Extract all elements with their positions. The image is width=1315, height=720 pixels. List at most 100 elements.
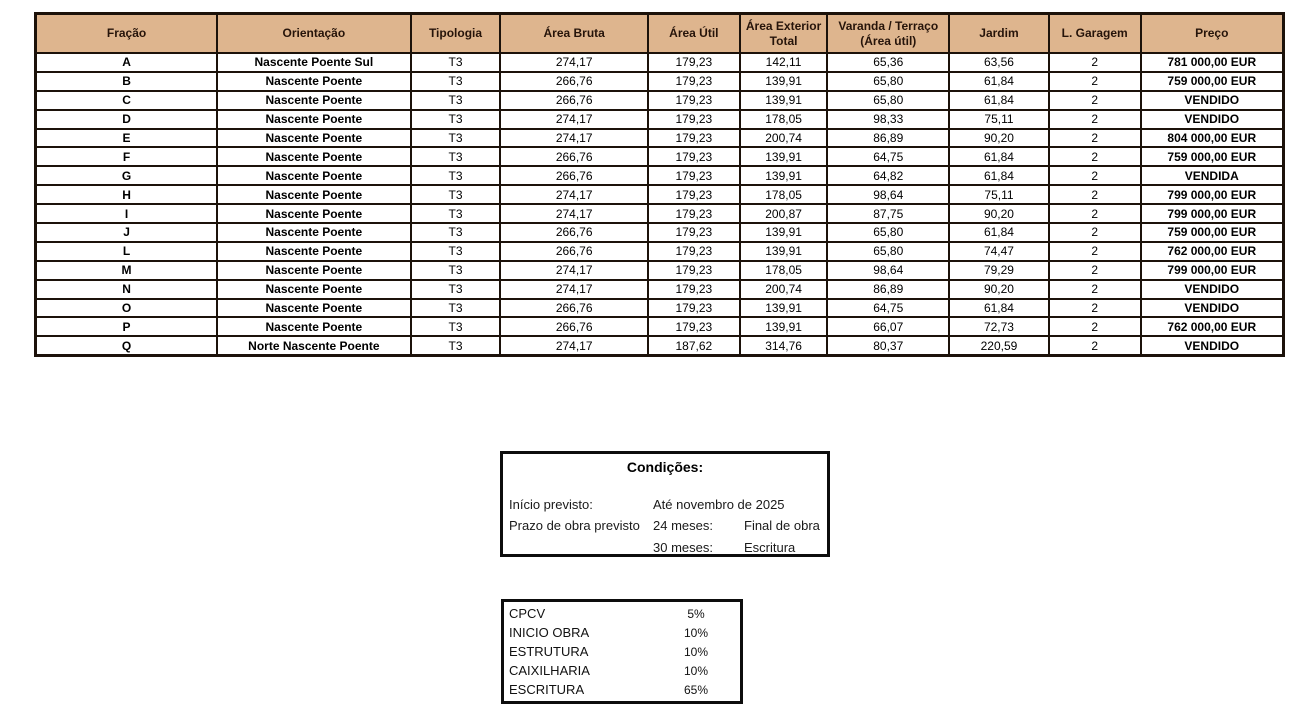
payment-value: 10% [683, 663, 709, 678]
cell-l-garagem: 2 [1047, 89, 1142, 111]
table-header-row: Fração Orientação Tipologia Área Bruta Á… [34, 12, 1285, 54]
cell-tipologia: T3 [409, 203, 502, 225]
cell-fracao: Q [34, 335, 219, 357]
cell-area-bruta: 274,17 [499, 52, 649, 73]
cell-tipologia: T3 [409, 52, 502, 73]
cell-tipologia: T3 [409, 222, 502, 243]
cell-preco: 759 000,00 EUR [1139, 70, 1285, 92]
cell-area-bruta: 274,17 [499, 184, 649, 206]
cell-l-garagem: 2 [1047, 127, 1142, 149]
table-row: Q Norte Nascente Poente T3 274,17 187,62 314,… [34, 335, 1285, 357]
cell-tipologia: T3 [409, 165, 502, 187]
conditions-box: Condições: Início previsto: Até novembro … [500, 451, 830, 557]
cell-area-bruta: 266,76 [499, 240, 649, 262]
cell-orientacao: Nascente Poente [216, 259, 412, 281]
payment-label: ESTRUTURA [509, 644, 589, 659]
cell-preco: VENDIDO [1139, 89, 1285, 111]
cell-area-util: 179,23 [646, 316, 741, 338]
cell-preco: 762 000,00 EUR [1139, 240, 1285, 262]
table-row: M Nascente Poente T3 274,17 179,23 178,05 98,6… [34, 259, 1285, 281]
cell-area-util: 179,23 [646, 222, 741, 243]
cell-l-garagem: 2 [1047, 278, 1142, 300]
cell-orientacao: Norte Nascente Poente [216, 335, 412, 357]
cell-tipologia: T3 [409, 70, 502, 92]
cell-fracao: J [34, 222, 219, 243]
cell-preco: 762 000,00 EUR [1139, 316, 1285, 338]
cell-tipologia: T3 [409, 108, 502, 130]
payment-row: ESCRITURA 65% [504, 682, 740, 697]
table-row: N Nascente Poente T3 274,17 179,23 200,74 86,8… [34, 278, 1285, 300]
cell-preco: 799 000,00 EUR [1139, 259, 1285, 281]
table-row: L Nascente Poente T3 266,76 179,23 139,91 65,8… [34, 240, 1285, 262]
payment-value: 10% [683, 625, 709, 640]
table-row: A Nascente Poente Sul T3 274,17 179,23 142,11… [34, 52, 1285, 73]
cell-area-exterior-total: 139,91 [738, 316, 829, 338]
cell-orientacao: Nascente Poente [216, 146, 412, 168]
cell-fracao: M [34, 259, 219, 281]
cell-jardim: 61,84 [948, 297, 1050, 319]
cell-varanda-terraco: 65,80 [826, 89, 951, 111]
cell-area-util: 179,23 [646, 146, 741, 168]
cell-jardim: 90,20 [948, 203, 1050, 225]
payment-row: CAIXILHARIA 10% [504, 663, 740, 678]
cell-orientacao: Nascente Poente [216, 127, 412, 149]
cell-area-bruta: 274,17 [499, 259, 649, 281]
cell-jardim: 75,11 [948, 108, 1050, 130]
cell-l-garagem: 2 [1047, 165, 1142, 187]
cell-area-util: 179,23 [646, 259, 741, 281]
payment-schedule-box: CPCV 5% INICIO OBRA 10% ESTRUTURA 10% CAIXILHA… [501, 599, 743, 704]
cell-jardim: 72,73 [948, 316, 1050, 338]
cell-l-garagem: 2 [1047, 316, 1142, 338]
header-area-exterior-total: Área Exterior Total [738, 12, 829, 54]
cell-l-garagem: 2 [1047, 70, 1142, 92]
cell-varanda-terraco: 66,07 [826, 316, 951, 338]
cell-tipologia: T3 [409, 278, 502, 300]
header-area-util: Área Útil [646, 12, 741, 54]
header-preco: Preço [1139, 12, 1285, 54]
cell-area-bruta: 274,17 [499, 278, 649, 300]
cell-jardim: 63,56 [948, 52, 1050, 73]
cell-jardim: 90,20 [948, 278, 1050, 300]
price-table: Fração Orientação Tipologia Área Bruta Á… [34, 12, 1285, 358]
cell-area-bruta: 274,17 [499, 203, 649, 225]
cell-varanda-terraco: 65,80 [826, 70, 951, 92]
payment-row: CPCV 5% [504, 606, 740, 621]
cell-preco: VENDIDA [1139, 165, 1285, 187]
cell-area-util: 179,23 [646, 240, 741, 262]
cell-area-bruta: 266,76 [499, 297, 649, 319]
cell-area-exterior-total: 139,91 [738, 240, 829, 262]
cell-area-util: 179,23 [646, 203, 741, 225]
cell-area-exterior-total: 139,91 [738, 222, 829, 243]
cell-varanda-terraco: 87,75 [826, 203, 951, 225]
cell-orientacao: Nascente Poente [216, 184, 412, 206]
cell-orientacao: Nascente Poente [216, 203, 412, 225]
header-tipologia: Tipologia [409, 12, 502, 54]
cell-area-bruta: 266,76 [499, 316, 649, 338]
condition-row: Prazo de obra previsto 24 meses: Final de … [503, 518, 827, 534]
cell-fracao: D [34, 108, 219, 130]
cell-area-bruta: 274,17 [499, 335, 649, 357]
payment-row: INICIO OBRA 10% [504, 625, 740, 640]
cell-l-garagem: 2 [1047, 108, 1142, 130]
cell-varanda-terraco: 65,80 [826, 240, 951, 262]
table-row: P Nascente Poente T3 266,76 179,23 139,91 66,0… [34, 316, 1285, 338]
header-jardim: Jardim [948, 12, 1050, 54]
cell-l-garagem: 2 [1047, 203, 1142, 225]
condition-label: Prazo de obra previsto [509, 518, 640, 533]
header-varanda-terraco: Varanda / Terraço (Área útil) [826, 12, 951, 54]
payment-label: INICIO OBRA [509, 625, 590, 640]
cell-fracao: A [34, 52, 219, 73]
cell-varanda-terraco: 65,36 [826, 52, 951, 73]
cell-orientacao: Nascente Poente [216, 165, 412, 187]
cell-area-util: 179,23 [646, 70, 741, 92]
cell-varanda-terraco: 86,89 [826, 278, 951, 300]
payment-label: CAIXILHARIA [509, 663, 590, 678]
cell-area-util: 179,23 [646, 184, 741, 206]
cell-fracao: N [34, 278, 219, 300]
cell-fracao: F [34, 146, 219, 168]
cell-fracao: L [34, 240, 219, 262]
cell-area-exterior-total: 139,91 [738, 297, 829, 319]
table-row: B Nascente Poente T3 266,76 179,23 139,91 65,8… [34, 70, 1285, 92]
cell-preco: VENDIDO [1139, 297, 1285, 319]
cell-area-exterior-total: 139,91 [738, 70, 829, 92]
